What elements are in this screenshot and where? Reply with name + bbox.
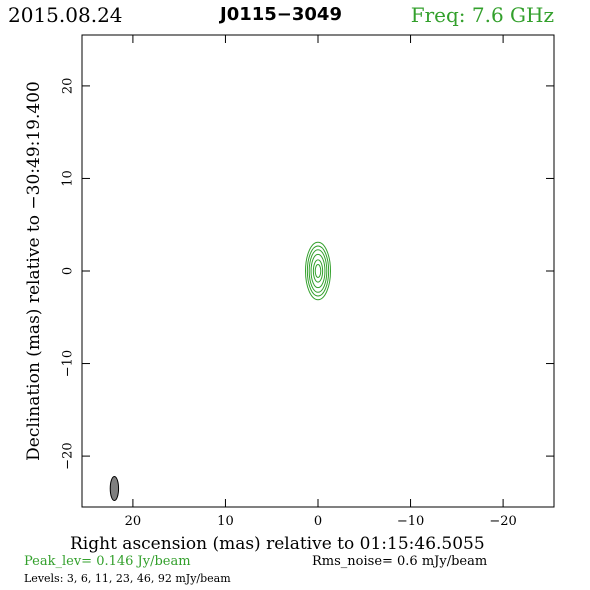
y-axis-label: Declination (mas) relative to −30:49:19.…	[24, 81, 44, 461]
contour-level-3	[305, 241, 331, 301]
axis-ticks: 20 10 0 −10 −20 20 10 0 −10 −20	[61, 35, 554, 529]
x-tick-label: 20	[125, 514, 142, 529]
y-tick-label: 10	[61, 170, 76, 187]
x-axis-label: Right ascension (mas) relative to 01:15:…	[70, 534, 485, 554]
y-tick-label: 20	[61, 78, 76, 95]
y-tick-label: −20	[61, 442, 76, 469]
x-tick-label: 0	[314, 514, 322, 529]
contour-group	[305, 241, 331, 301]
source-name: J0115−3049	[220, 4, 342, 25]
contour-level-46	[312, 259, 324, 283]
y-tick-label: −10	[61, 350, 76, 377]
contour-level-6	[306, 245, 330, 297]
contour-level-23	[310, 253, 326, 289]
peak-level: Peak_lev= 0.146 Jy/beam	[24, 554, 191, 569]
beam-group	[109, 475, 120, 502]
rms-noise: Rms_noise= 0.6 mJy/beam	[312, 554, 488, 569]
plot-frame	[81, 34, 555, 508]
x-tick-label: 10	[217, 514, 234, 529]
frequency-label: Freq: 7.6 GHz	[410, 3, 554, 27]
contour-levels: Levels: 3, 6, 11, 23, 46, 92 mJy/beam	[24, 572, 231, 585]
contour-level-11	[308, 249, 328, 293]
beam-ellipse	[109, 475, 120, 502]
contour-level-92	[314, 264, 322, 278]
x-tick-label: −20	[489, 514, 516, 529]
x-tick-label: −10	[397, 514, 424, 529]
epoch-date: 2015.08.24	[8, 3, 123, 27]
y-tick-label: 0	[61, 267, 76, 275]
